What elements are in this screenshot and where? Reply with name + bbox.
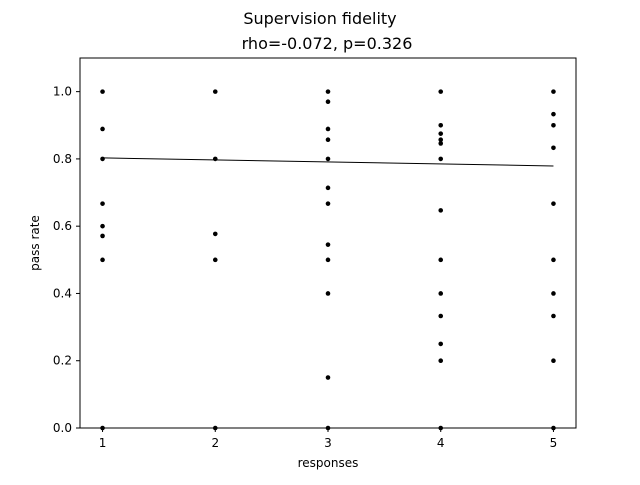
y-tick-label: 0.0	[53, 421, 72, 435]
data-point	[212, 231, 218, 237]
chart-marks	[100, 89, 556, 431]
data-point	[551, 111, 556, 117]
data-point	[438, 156, 444, 162]
y-tick-label: 0.6	[53, 219, 72, 233]
x-axis-label: responses	[298, 456, 359, 470]
data-point	[325, 375, 331, 380]
data-point	[212, 89, 218, 94]
data-point	[325, 201, 331, 206]
y-axis-label: pass rate	[28, 215, 42, 271]
data-point	[325, 137, 331, 143]
x-tick-label: 2	[211, 436, 219, 450]
data-point	[551, 122, 556, 128]
data-point	[438, 313, 444, 319]
data-point	[438, 341, 444, 347]
chart-title: Supervision fidelity	[243, 9, 396, 28]
data-point	[438, 358, 444, 364]
data-point	[551, 257, 556, 263]
y-tick-label: 0.2	[53, 354, 72, 368]
y-tick-label: 0.4	[53, 286, 72, 300]
data-point	[100, 201, 105, 206]
data-point	[438, 208, 444, 213]
chart-subtitle: rho=-0.072, p=0.326	[242, 34, 413, 53]
data-point	[438, 137, 444, 143]
data-point	[100, 223, 105, 229]
data-point	[212, 257, 218, 263]
data-point	[325, 257, 331, 263]
data-point	[551, 201, 556, 206]
data-point	[325, 156, 331, 162]
data-point	[438, 291, 444, 296]
data-point	[551, 291, 556, 296]
data-point	[325, 242, 331, 247]
x-tick-label: 5	[550, 436, 558, 450]
data-point	[551, 313, 556, 319]
data-point	[438, 141, 444, 146]
data-point	[438, 122, 444, 128]
x-axis: 1 2 3 4 5	[99, 428, 558, 450]
data-point	[325, 99, 331, 105]
data-point	[551, 89, 556, 94]
data-point	[325, 89, 331, 94]
data-point	[438, 89, 444, 94]
trend-line	[102, 157, 554, 167]
y-axis: 0.0 0.2 0.4 0.6 0.8 1.0	[53, 85, 80, 435]
data-point	[325, 185, 331, 191]
data-point	[325, 126, 331, 132]
x-tick-label: 4	[437, 436, 445, 450]
data-point	[438, 131, 444, 136]
data-point	[100, 126, 105, 132]
data-point	[551, 358, 556, 364]
data-point	[100, 89, 105, 94]
data-point	[100, 233, 105, 239]
data-point	[438, 257, 444, 263]
x-tick-label: 1	[99, 436, 107, 450]
data-point	[551, 145, 556, 151]
y-tick-label: 1.0	[53, 85, 72, 99]
data-point	[100, 257, 105, 263]
data-point	[100, 156, 105, 162]
y-tick-label: 0.8	[53, 152, 72, 166]
data-point	[212, 156, 218, 162]
data-point	[325, 291, 331, 296]
x-tick-label: 3	[324, 436, 332, 450]
